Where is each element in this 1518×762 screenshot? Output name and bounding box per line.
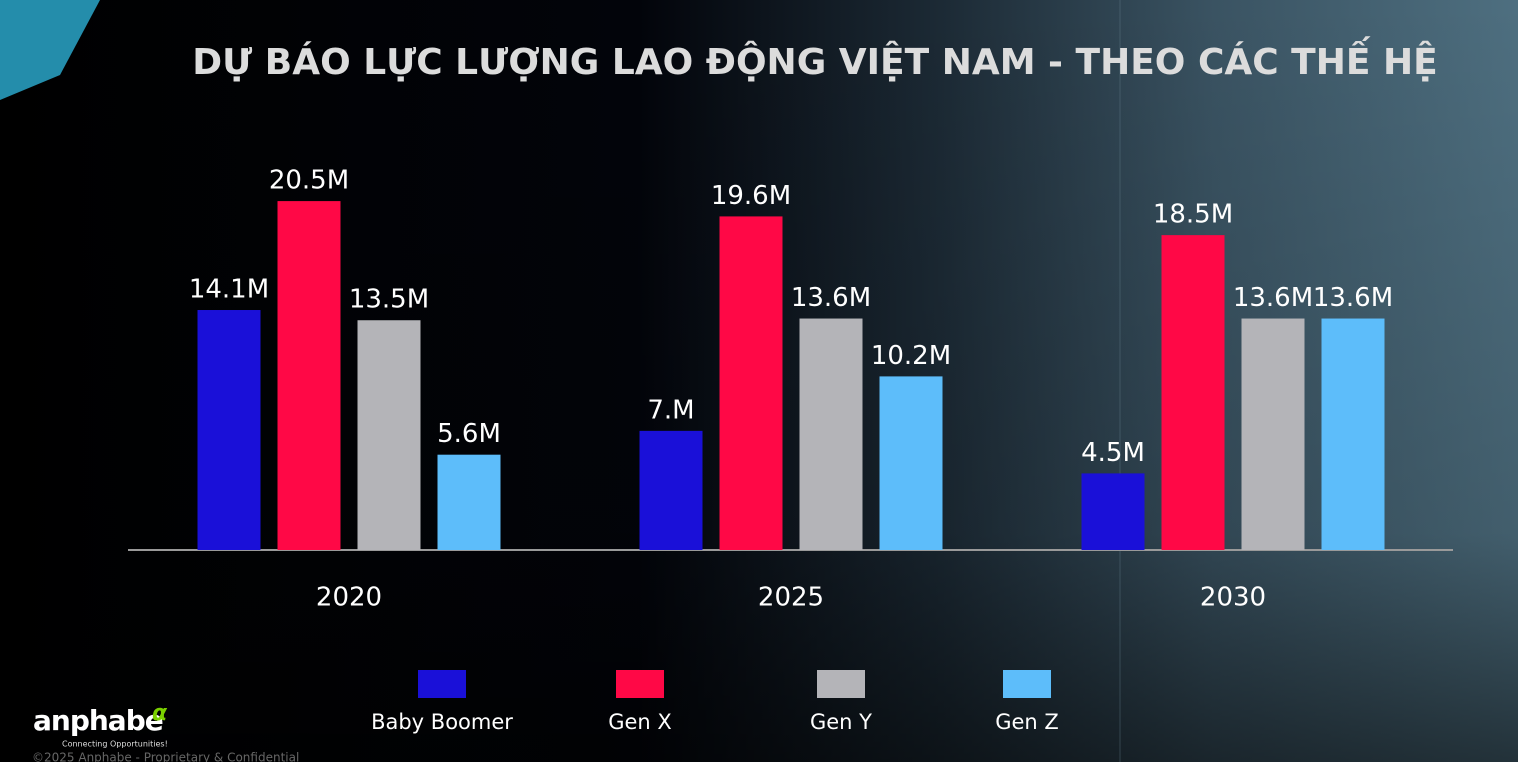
value-label: 13.6M [791,283,871,313]
bar [1081,473,1145,550]
bar [879,376,943,550]
bar [277,201,341,550]
legend-swatch [418,670,466,698]
bar [1241,318,1305,550]
legend-swatch [1003,670,1051,698]
value-label: 13.6M [1313,283,1393,313]
corner-shape [0,0,100,100]
value-label: 14.1M [189,275,269,305]
bar [639,430,703,550]
bar [719,216,783,550]
legend-label: Gen Y [810,710,872,734]
legend-label: Gen X [608,710,672,734]
bar [357,320,421,550]
copyright: ©2025 Anphabe - Proprietary & Confidenti… [32,751,299,762]
value-label: 7.M [647,395,694,425]
bar [197,310,261,550]
x-tick-label: 2020 [316,583,382,613]
value-label: 18.5M [1153,200,1233,230]
bar [437,454,501,550]
bar [1321,318,1385,550]
value-label: 19.6M [711,181,791,211]
chart-title: DỰ BÁO LỰC LƯỢNG LAO ĐỘNG VIỆT NAM - THE… [192,36,1437,83]
value-label: 13.6M [1233,283,1313,313]
value-label: 13.5M [349,285,429,315]
value-label: 10.2M [871,341,951,371]
value-label: 4.5M [1081,438,1145,468]
legend-swatch [817,670,865,698]
brand-tagline: Connecting Opportunities! [62,740,168,749]
legend-label: Gen Z [995,710,1059,734]
legend-label: Baby Boomer [371,710,513,734]
bar [1161,235,1225,550]
bar [799,318,863,550]
brand-name: anphabe [33,704,163,737]
value-label: 5.6M [437,419,501,449]
value-label: 20.5M [269,166,349,196]
x-tick-label: 2025 [758,583,824,613]
x-tick-label: 2030 [1200,583,1266,613]
brand-mark: α [152,701,168,726]
legend-swatch [616,670,664,698]
